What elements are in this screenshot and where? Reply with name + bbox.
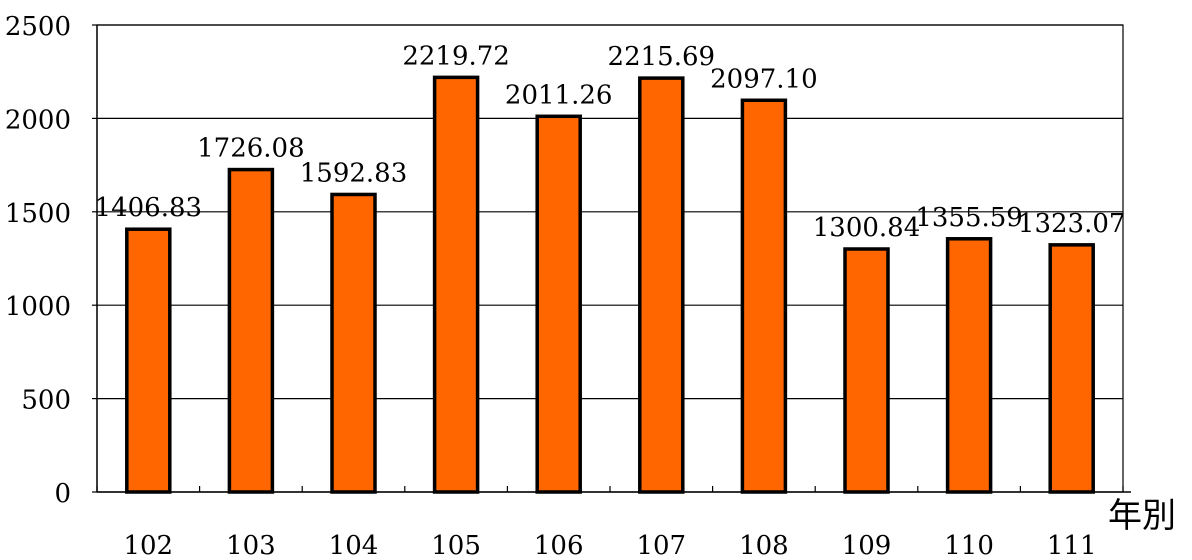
x-tick-label: 107 bbox=[636, 531, 686, 556]
bar bbox=[535, 114, 582, 494]
x-tick-label: 102 bbox=[123, 531, 173, 556]
y-tick-label: 1500 bbox=[5, 199, 71, 229]
data-label: 1592.83 bbox=[300, 158, 408, 188]
data-label: 2011.26 bbox=[505, 80, 613, 110]
x-axis-label: 年別 bbox=[1108, 496, 1176, 536]
x-tick-label: 105 bbox=[431, 531, 481, 556]
y-tick-label: 0 bbox=[54, 479, 71, 509]
x-tick-label: 106 bbox=[534, 531, 584, 556]
bar bbox=[432, 75, 480, 494]
data-label: 2097.10 bbox=[710, 64, 818, 94]
bar bbox=[1048, 243, 1095, 494]
x-tick-label: 111 bbox=[1047, 531, 1097, 556]
bar bbox=[227, 167, 275, 494]
bar bbox=[125, 227, 172, 494]
y-tick-label: 2500 bbox=[5, 12, 71, 42]
x-tick-label: 110 bbox=[944, 531, 994, 556]
bar bbox=[843, 247, 890, 494]
data-label: 1323.07 bbox=[1018, 209, 1126, 239]
bar bbox=[740, 98, 788, 494]
x-tick-label: 103 bbox=[226, 531, 276, 556]
y-tick-label: 1000 bbox=[5, 292, 71, 322]
bars bbox=[125, 75, 1095, 494]
axes: 0 500 1000 1500 2000 2500 102 103 104 105 106 107 10… bbox=[5, 12, 1131, 560]
data-label: 2219.72 bbox=[402, 41, 510, 71]
x-tick-label: 109 bbox=[842, 531, 892, 556]
bar bbox=[638, 76, 685, 494]
data-label: 2215.69 bbox=[608, 42, 716, 72]
y-tick-label: 2000 bbox=[5, 105, 71, 135]
y-tick-label: 500 bbox=[21, 386, 71, 416]
data-label: 1406.83 bbox=[95, 193, 203, 223]
bar bbox=[945, 237, 993, 494]
data-label: 1355.59 bbox=[915, 203, 1023, 233]
x-tick-label: 104 bbox=[329, 531, 379, 556]
bar bbox=[330, 192, 377, 494]
data-label: 1726.08 bbox=[197, 134, 305, 164]
x-tick-label: 108 bbox=[739, 531, 789, 556]
data-label: 1300.84 bbox=[813, 213, 921, 243]
